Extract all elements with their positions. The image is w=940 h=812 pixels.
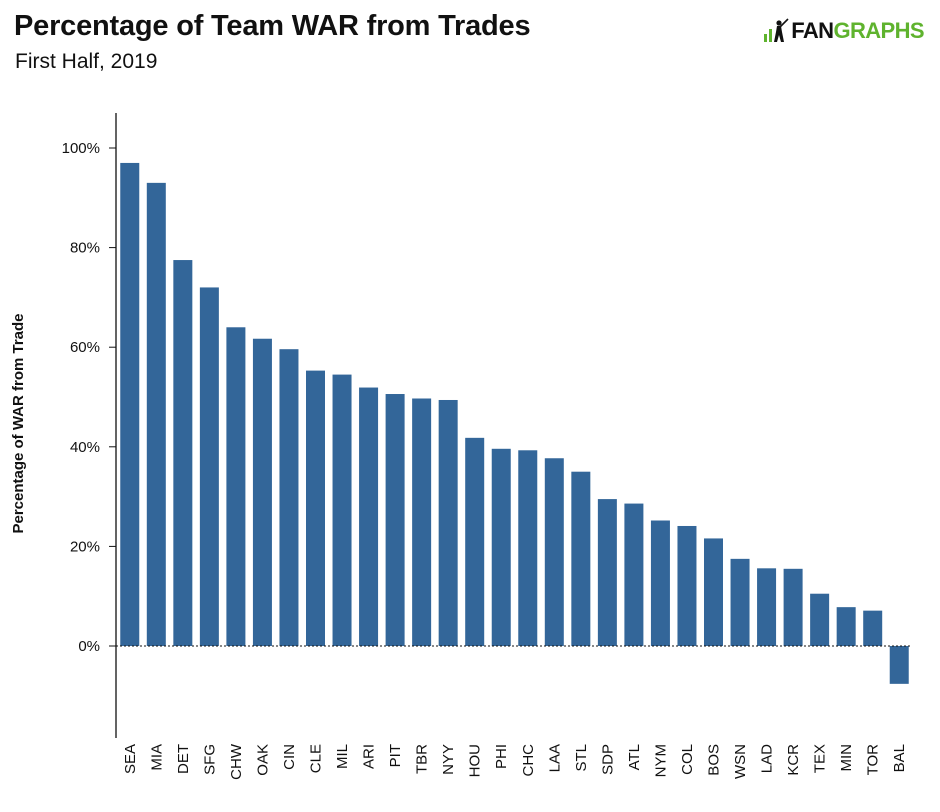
bar-bal: [889, 646, 909, 684]
logo-text-graphs: GRAPHS: [833, 18, 924, 43]
bar-det: [173, 260, 193, 646]
x-tick-label: ATL: [626, 744, 643, 770]
x-tick-label: COL: [679, 744, 696, 775]
x-axis-labels: SEA MIA DET SFG CHW OAK CIN CLE MIL ARI PIT TBR NYY H…: [122, 743, 908, 780]
x-tick-label: DET: [175, 744, 192, 774]
bar-sfg: [199, 287, 219, 646]
y-tick-label: 20%: [70, 538, 100, 555]
bar-stl: [571, 471, 591, 646]
x-tick-label: MIN: [838, 744, 855, 772]
bar-tex: [810, 593, 830, 646]
x-tick-label: TEX: [812, 744, 829, 773]
bar-chw: [226, 327, 246, 646]
y-tick-label: 60%: [70, 339, 100, 356]
bar-nyy: [438, 399, 458, 646]
y-tick-label: 100%: [62, 140, 100, 157]
x-tick-label: PIT: [387, 744, 404, 767]
x-tick-label: PHI: [493, 744, 510, 769]
bar-mil: [332, 374, 352, 646]
x-tick-label: NYM: [652, 744, 669, 777]
x-tick-label: MIA: [148, 744, 165, 771]
bar-cle: [306, 370, 325, 646]
bar-atl: [624, 503, 644, 646]
bar-col: [677, 525, 697, 646]
bar-phi: [491, 448, 511, 646]
x-tick-label: HOU: [467, 744, 484, 777]
bar-chc: [518, 450, 538, 646]
x-tick-label: KCR: [785, 744, 802, 776]
bar-mia: [146, 182, 166, 647]
x-tick-label: WSN: [732, 744, 749, 779]
bar-oak: [252, 338, 272, 646]
bars-group: [120, 162, 909, 684]
x-tick-label: MIL: [334, 744, 351, 769]
x-tick-label: CHC: [520, 744, 537, 777]
bar-lad: [757, 568, 777, 646]
bar-pit: [385, 394, 405, 646]
bar-kcr: [783, 568, 803, 646]
y-tick-label: 80%: [70, 240, 100, 257]
bar-sea: [120, 162, 140, 646]
x-tick-label: SFG: [201, 744, 218, 775]
bar-tor: [863, 610, 883, 646]
x-tick-label: BOS: [706, 744, 723, 776]
y-axis-ticks: 0% 20% 40% 60% 80% 100%: [62, 140, 116, 655]
bar-min: [836, 607, 856, 646]
x-tick-label: LAA: [546, 744, 563, 772]
chart-title: Percentage of Team WAR from Trades: [14, 10, 531, 42]
x-tick-label: CHW: [228, 743, 245, 780]
x-tick-label: ARI: [361, 744, 378, 769]
y-axis-label: Percentage of WAR from Trade: [10, 313, 27, 533]
x-tick-label: CLE: [308, 744, 325, 773]
x-tick-label: OAK: [254, 744, 271, 776]
bar-nym: [650, 520, 670, 646]
chart-subtitle: First Half, 2019: [15, 50, 158, 73]
bar-bos: [704, 538, 723, 646]
y-tick-label: 40%: [70, 439, 100, 456]
bar-ari: [359, 387, 379, 646]
x-tick-label: NYY: [440, 744, 457, 775]
bar-hou: [465, 437, 485, 646]
x-tick-label: BAL: [891, 744, 908, 772]
x-tick-label: STL: [573, 744, 590, 772]
logo-text-fan: FAN: [791, 18, 834, 43]
fangraphs-logo: FAN GRAPHS: [763, 18, 925, 44]
bar-tbr: [412, 398, 432, 646]
bar-sdp: [597, 499, 617, 646]
bar-laa: [544, 458, 564, 646]
bar-wsn: [730, 558, 750, 646]
y-tick-label: 0%: [78, 638, 100, 655]
batter-silhouette-icon: [764, 18, 789, 42]
x-tick-label: TOR: [865, 744, 882, 776]
x-tick-label: CIN: [281, 744, 298, 770]
x-tick-label: SDP: [599, 744, 616, 775]
x-tick-label: LAD: [759, 744, 776, 773]
x-tick-label: TBR: [414, 744, 431, 774]
bar-cin: [279, 349, 299, 646]
x-tick-label: SEA: [122, 744, 139, 774]
